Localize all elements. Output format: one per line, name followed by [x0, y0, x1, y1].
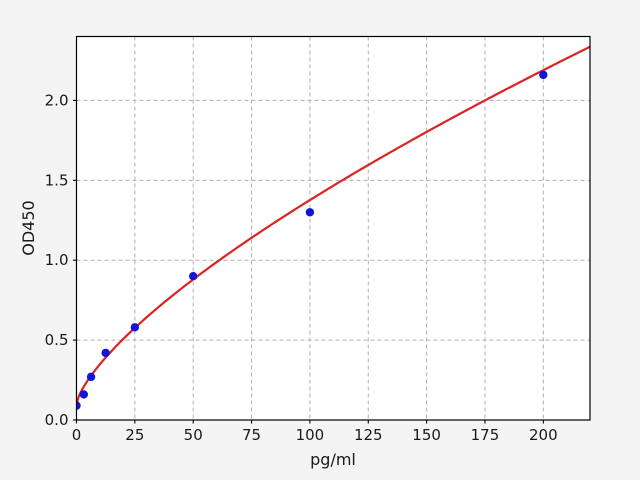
y-tick-label: 2.0: [45, 91, 69, 109]
plot-border: [75, 35, 591, 421]
x-tick-label: 175: [471, 426, 500, 444]
fit-curve-line: [76, 45, 590, 406]
tick-labels: 0 25 50 75 100 125 150 175 200 0.0 0.5 1.0 1.5 2.0: [45, 91, 558, 444]
data-point: [76, 401, 81, 410]
x-tick-label: 150: [412, 426, 441, 444]
x-axis-label: pg/ml: [310, 450, 356, 469]
fit-curve-layer: [76, 45, 590, 406]
data-point: [86, 372, 96, 382]
x-tick-label: 100: [296, 426, 325, 444]
data-point: [101, 348, 110, 358]
data-point: [305, 208, 315, 217]
data-point: [189, 271, 198, 281]
axis-ticks: [73, 99, 544, 424]
y-tick-label: 0.0: [45, 411, 69, 429]
x-tick-label: 125: [354, 426, 383, 444]
x-tick-label: 25: [125, 426, 144, 444]
y-axis-label: OD450: [19, 200, 38, 255]
plot-area: [76, 36, 590, 420]
x-tick-label: 75: [242, 426, 261, 444]
y-tick-label: 1.5: [45, 171, 69, 189]
data-point: [130, 323, 140, 332]
data-points-layer: [76, 70, 548, 410]
x-tick-label: 50: [184, 426, 203, 444]
y-tick-label: 0.5: [45, 331, 69, 349]
data-point: [539, 70, 548, 80]
y-tick-label: 1.0: [45, 251, 69, 269]
x-tick-label: 200: [529, 426, 558, 444]
x-tick-label: 0: [72, 426, 82, 444]
data-point: [79, 390, 88, 399]
